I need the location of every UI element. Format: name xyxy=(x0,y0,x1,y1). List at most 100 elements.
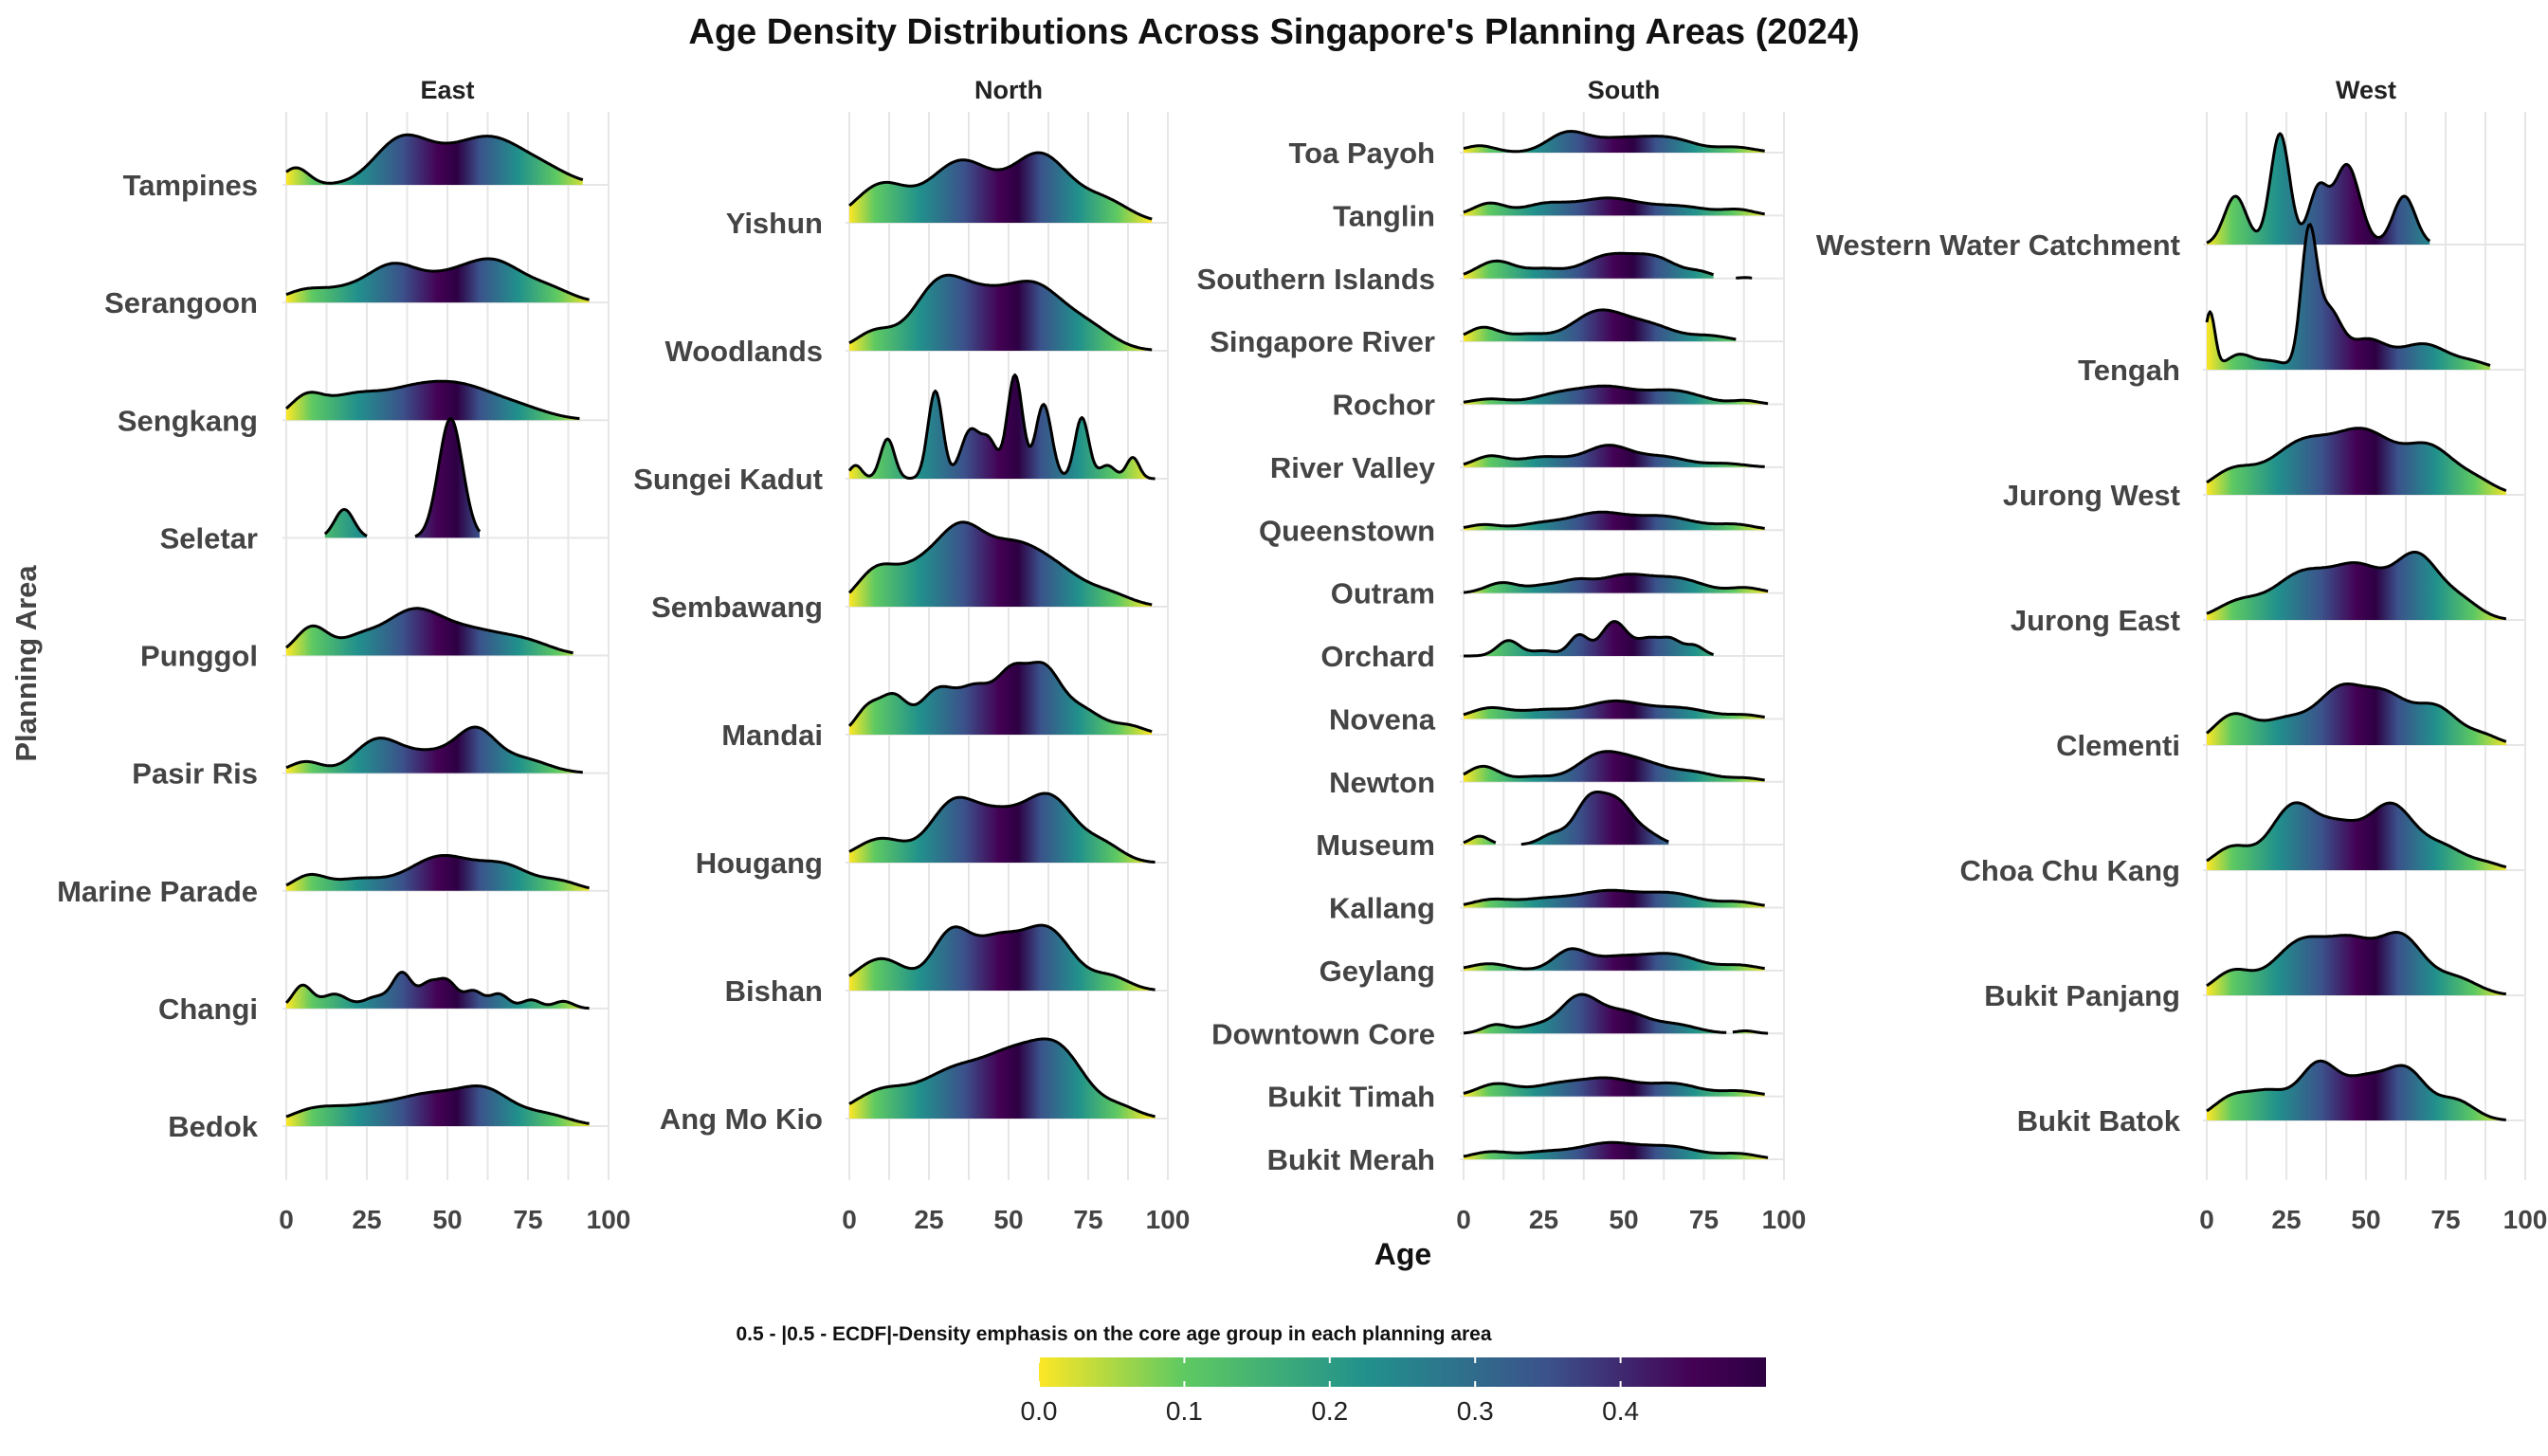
area-label: Toa Payoh xyxy=(1289,136,1435,170)
area-label: River Valley xyxy=(1270,451,1436,484)
ridge-bishan xyxy=(848,923,1156,992)
ridge-ang-mo-kio xyxy=(848,1037,1156,1119)
ridge-area xyxy=(1464,573,1769,593)
ridge-rochor xyxy=(1463,384,1769,406)
ridge-area xyxy=(849,521,1153,607)
ridge-outline xyxy=(848,273,1153,352)
x-tick-label: 25 xyxy=(2271,1205,2301,1234)
ridge-outline xyxy=(2206,132,2431,245)
ridge-outline xyxy=(847,520,1153,607)
ridge-area xyxy=(2207,552,2506,620)
ridge-area xyxy=(1464,1078,1765,1097)
ridge-outline xyxy=(847,661,1153,734)
ridge-outline xyxy=(2206,682,2507,743)
area-label: Downtown Core xyxy=(1211,1017,1435,1050)
ridge-sungei-kadut xyxy=(847,373,1156,481)
ridge-outline xyxy=(284,971,590,1010)
facet-panels: East 0 25 50 75 100 Tampines Serangoon Sengkang S… xyxy=(57,76,2547,1234)
ridge-outline xyxy=(2206,427,2507,493)
ridge-outline xyxy=(285,257,590,301)
ridge-kallang xyxy=(1463,888,1765,908)
ridge-outline xyxy=(1463,750,1765,782)
ridge-area xyxy=(849,793,1156,863)
ridge-outline xyxy=(1463,1140,1769,1159)
ridge-area xyxy=(1464,197,1765,216)
area-label: Mandai xyxy=(721,719,823,752)
ridge-outline xyxy=(1463,444,1765,468)
ridge-area xyxy=(849,662,1153,735)
legend-tick-label: 0.2 xyxy=(1311,1396,1348,1426)
ridge-downtown-core xyxy=(1463,992,1769,1035)
ridge-tampines xyxy=(285,133,584,185)
ridge-outline xyxy=(1463,573,1769,594)
facet-east: East 0 25 50 75 100 Tampines Serangoon Sengkang S… xyxy=(57,76,630,1234)
ridge-jurong-west xyxy=(2206,427,2507,495)
ridge-singapore-river xyxy=(1463,308,1737,342)
ridge-queenstown xyxy=(1463,510,1765,531)
ridge-area xyxy=(849,153,1153,223)
area-label: Tampines xyxy=(123,169,258,202)
ridge-area xyxy=(849,275,1153,351)
facet-title: East xyxy=(420,76,474,104)
ridge-area xyxy=(849,925,1156,991)
area-label: Southern Islands xyxy=(1197,263,1435,296)
ridge-bukit-panjang xyxy=(2206,931,2507,996)
area-label: Ang Mo Kio xyxy=(660,1102,823,1136)
area-label: Museum xyxy=(1316,828,1435,862)
ridge-woodlands xyxy=(848,273,1153,352)
x-tick-label: 25 xyxy=(352,1205,381,1234)
area-label: Woodlands xyxy=(665,335,823,368)
facet-title: North xyxy=(974,76,1043,104)
ridge-bedok xyxy=(285,1084,590,1126)
ridge-southern-islands xyxy=(1463,251,1753,280)
area-label: Clementi xyxy=(2056,729,2180,762)
x-axis-title: Age xyxy=(1374,1237,1431,1271)
x-tick-label: 100 xyxy=(2503,1205,2548,1234)
ridge-area xyxy=(1464,253,1714,279)
x-tick-label: 100 xyxy=(1762,1205,1807,1234)
facet-title: West xyxy=(2336,76,2396,104)
x-tick-label: 25 xyxy=(914,1205,943,1234)
area-label: Singapore River xyxy=(1210,325,1435,358)
ridge-outline xyxy=(1463,834,1497,845)
area-label: Bishan xyxy=(725,974,823,1008)
ridge-outline xyxy=(2205,223,2491,367)
area-label: Yishun xyxy=(726,207,823,240)
ridge-newton xyxy=(1463,750,1765,782)
ridge-outline xyxy=(1463,196,1765,216)
ridge-outline xyxy=(1463,699,1765,719)
ridge-outline xyxy=(323,507,368,537)
ridge-outline xyxy=(1736,276,1753,280)
ridge-choa-chu-kang xyxy=(2206,801,2507,870)
ridge-pasir-ris xyxy=(285,725,583,774)
area-label: Novena xyxy=(1329,702,1436,736)
ridge-outline xyxy=(1463,130,1765,154)
ridge-area xyxy=(1464,994,1727,1034)
ridge-area xyxy=(1464,309,1737,342)
area-label: Jurong West xyxy=(2003,479,2180,512)
area-label: Newton xyxy=(1329,766,1435,799)
ridge-serangoon xyxy=(285,257,590,303)
chart-title: Age Density Distributions Across Singapo… xyxy=(688,12,1859,52)
ridge-hougang xyxy=(848,792,1156,864)
ridge-outline xyxy=(1463,888,1765,907)
area-label: Punggol xyxy=(140,640,258,673)
area-label: Serangoon xyxy=(104,286,258,319)
ridge-outline xyxy=(285,854,590,890)
ridge-river-valley xyxy=(1463,444,1765,468)
area-label: Bukit Timah xyxy=(1267,1081,1435,1114)
x-tick-label: 50 xyxy=(993,1205,1023,1234)
ridge-orchard xyxy=(1464,620,1715,658)
ridge-area xyxy=(1464,836,1496,846)
x-tick-label: 75 xyxy=(1689,1205,1719,1234)
ridge-punggol xyxy=(285,607,573,656)
ridge-outline xyxy=(2206,1059,2506,1121)
ridge-bukit-batok xyxy=(2206,1059,2506,1121)
y-axis-title: Planning Area xyxy=(9,565,43,762)
ridge-outline xyxy=(1463,510,1765,530)
ridge-outline xyxy=(847,373,1156,481)
facet-west: West 0 25 50 75 100 Western Water Catchment Ten… xyxy=(1816,76,2548,1234)
legend-title: 0.5 - |0.5 - ECDF|-Density emphasis on t… xyxy=(736,1323,1491,1345)
area-label: Sengkang xyxy=(118,404,258,437)
ridge-outline xyxy=(2206,931,2507,996)
